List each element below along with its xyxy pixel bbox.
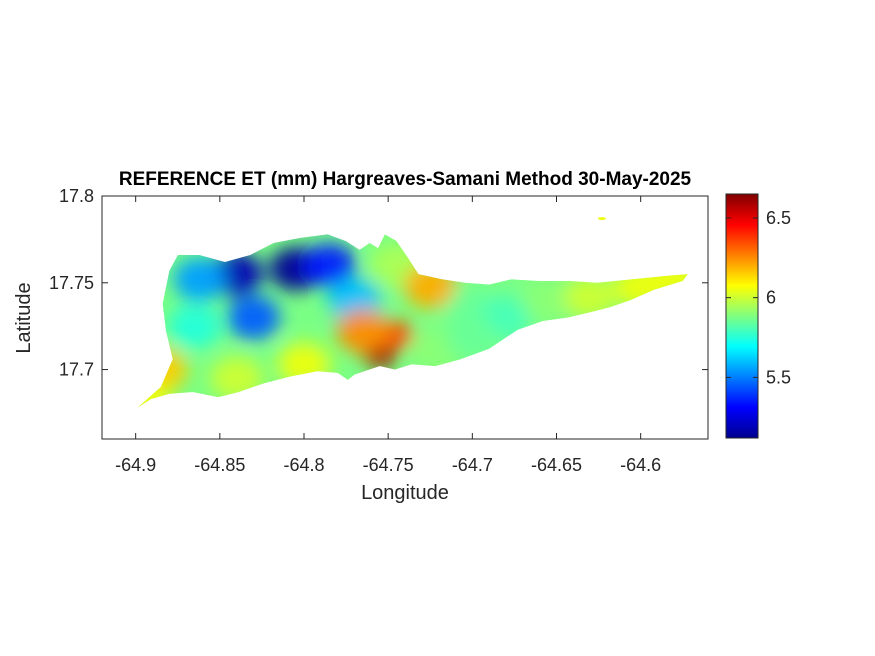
value-cell <box>647 255 688 300</box>
colorbar-tick-label: 6 <box>766 288 776 308</box>
map-layer <box>137 217 688 408</box>
x-tick-label: -64.65 <box>531 455 582 475</box>
value-cell <box>563 274 617 319</box>
island-field <box>137 234 688 408</box>
x-tick-label: -64.8 <box>283 455 324 475</box>
y-tick-label: 17.8 <box>59 186 94 206</box>
value-cell <box>445 316 499 361</box>
x-tick-label: -64.6 <box>620 455 661 475</box>
x-tick-label: -64.9 <box>115 455 156 475</box>
value-cell <box>173 257 227 302</box>
colorbar-tick-label: 6.5 <box>766 208 791 228</box>
value-cell <box>521 278 575 323</box>
x-tick-label: -64.7 <box>452 455 493 475</box>
value-cell <box>336 309 390 354</box>
value-cell <box>302 243 356 288</box>
colorbar-tick-label: 5.5 <box>766 367 791 387</box>
value-cell <box>210 356 264 401</box>
value-cell <box>227 295 280 340</box>
y-tick-label: 17.7 <box>59 360 94 380</box>
value-cell <box>137 347 188 392</box>
colorbar-gradient <box>725 193 759 439</box>
islet <box>597 217 606 221</box>
colorbar: 5.5 6 6.5 <box>725 193 791 439</box>
value-cell <box>137 378 171 408</box>
x-tick-label: -64.75 <box>363 455 414 475</box>
x-tick-label: -64.85 <box>194 455 245 475</box>
value-blobs <box>137 243 688 408</box>
value-cell <box>277 342 331 387</box>
value-cell <box>168 304 222 349</box>
y-axis-label: Latitude <box>13 282 35 353</box>
y-tick-label: 17.75 <box>49 273 94 293</box>
plot-frame <box>101 195 709 440</box>
colorbar-ticks: 5.5 6 6.5 <box>726 208 791 387</box>
chart-title: REFERENCE ET (mm) Hargreaves-Samani Meth… <box>119 169 692 190</box>
x-axis: -64.9 -64.85 -64.8 -64.75 -64.7 -64.65 -64.6 <box>115 196 661 475</box>
y-axis: 17.7 17.75 17.8 <box>49 186 708 380</box>
x-axis-label: Longitude <box>361 482 449 504</box>
